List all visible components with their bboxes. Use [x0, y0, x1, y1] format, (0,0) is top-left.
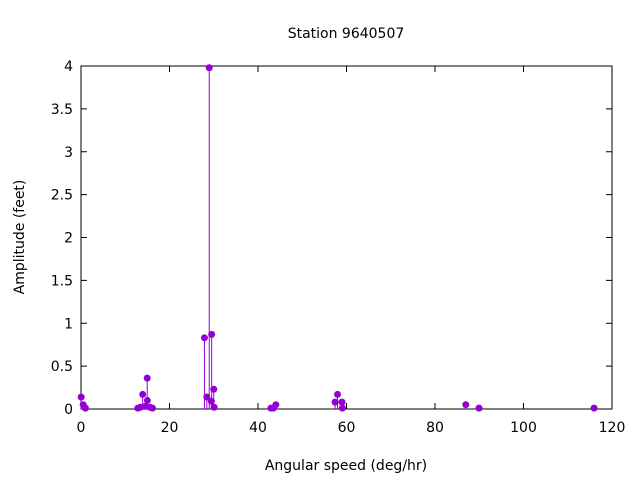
y-tick-label: 2	[64, 231, 73, 247]
y-tick-label: 4	[64, 59, 73, 75]
data-point	[475, 404, 483, 412]
data-point	[77, 393, 85, 401]
data-point	[462, 401, 470, 409]
plot-border	[80, 65, 613, 410]
data-point	[334, 390, 342, 398]
y-tick-label: 3.5	[51, 102, 73, 118]
data-point	[148, 404, 156, 412]
data-point	[203, 393, 211, 401]
axis-ticks: 0 20 40 60 80 100 120 0 0.5 1 1.5 2 2.5 3 3.5 4	[51, 59, 626, 436]
plot-frame	[80, 65, 613, 410]
x-tick-label: 60	[338, 420, 356, 436]
x-tick-label: 100	[510, 420, 537, 436]
data-point	[338, 404, 346, 412]
data-point	[205, 64, 213, 72]
y-tick-label: 0.5	[51, 359, 73, 375]
x-tick-label: 20	[161, 420, 179, 436]
data-marks	[77, 64, 598, 412]
y-tick-label: 2.5	[51, 188, 73, 204]
y-tick-label: 1	[64, 316, 73, 332]
data-point	[338, 398, 346, 406]
data-point	[210, 385, 218, 393]
y-tick-label: 0	[64, 402, 73, 418]
x-tick-label: 40	[249, 420, 267, 436]
y-axis-label: Amplitude (feet)	[12, 180, 28, 295]
data-point	[143, 374, 151, 382]
x-axis-label: Angular speed (deg/hr)	[265, 458, 427, 474]
y-tick-label: 1.5	[51, 273, 73, 289]
data-point	[272, 401, 280, 409]
y-tick-label: 3	[64, 145, 73, 161]
data-point	[590, 404, 598, 412]
data-point	[143, 396, 151, 404]
data-point	[81, 404, 89, 412]
data-point	[331, 398, 339, 406]
x-tick-label: 120	[599, 420, 626, 436]
x-tick-label: 80	[426, 420, 444, 436]
data-point	[208, 330, 216, 338]
chart-title: Station 9640507	[288, 26, 405, 42]
data-point	[200, 334, 208, 342]
data-point	[139, 390, 147, 398]
data-point	[210, 403, 218, 411]
x-tick-label: 0	[77, 420, 86, 436]
